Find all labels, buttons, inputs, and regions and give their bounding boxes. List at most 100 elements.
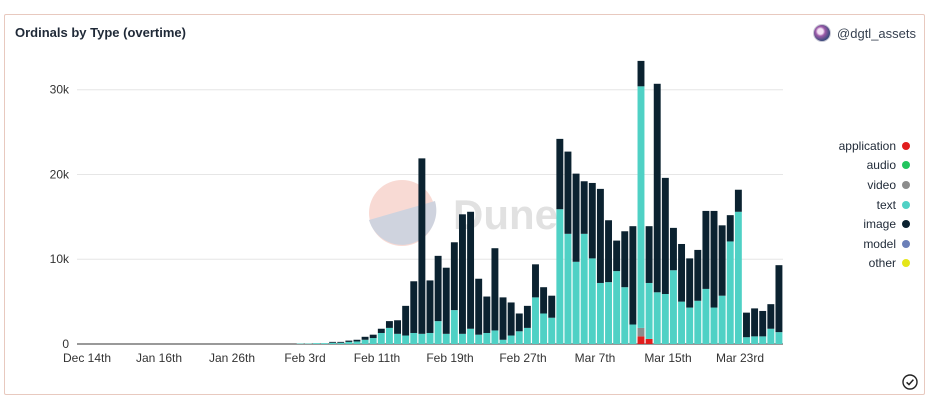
- bar-image: [605, 220, 612, 283]
- bar-image: [613, 240, 621, 272]
- bar-image: [645, 226, 653, 283]
- y-tick-label: 10k: [50, 252, 70, 266]
- bar-image: [759, 310, 767, 337]
- bar-text: [775, 332, 783, 344]
- bar-text: [759, 336, 767, 344]
- bar-text: [410, 332, 418, 344]
- bar-text: [734, 211, 742, 344]
- bar-image: [523, 305, 531, 328]
- bar-image: [726, 215, 734, 242]
- bar-text: [686, 307, 694, 344]
- bar-text: [629, 324, 637, 344]
- y-tick-label: 20k: [50, 167, 70, 181]
- bar-text: [532, 297, 539, 344]
- bar-text: [596, 282, 604, 344]
- bar-text: [645, 282, 653, 339]
- legend-label: image: [863, 217, 896, 232]
- legend-label: text: [876, 197, 896, 212]
- bar-image: [596, 188, 604, 283]
- y-tick-label: 0: [62, 337, 69, 351]
- bar-image: [345, 340, 353, 342]
- bar-text: [678, 301, 686, 344]
- bar-text: [377, 332, 385, 344]
- bar-image: [426, 280, 434, 333]
- bar-text: [669, 270, 677, 344]
- bar-image: [702, 210, 710, 289]
- author-name: @dgtl_assets: [837, 25, 916, 41]
- bar-text: [329, 342, 337, 344]
- bar-text: [353, 341, 361, 344]
- legend-item-video[interactable]: video: [839, 175, 910, 195]
- author-badge[interactable]: @dgtl_assets: [813, 24, 916, 42]
- bar-text: [385, 327, 393, 344]
- bar-text: [418, 333, 426, 344]
- bar-text: [588, 258, 596, 344]
- bar-text: [540, 313, 548, 344]
- bar-text: [426, 332, 434, 344]
- bar-text: [442, 333, 450, 344]
- x-tick-label: Feb 19th: [426, 351, 473, 365]
- x-tick-label: Jan 26th: [209, 351, 255, 365]
- chart-card: Ordinals by Type (overtime) @dgtl_assets…: [4, 14, 925, 395]
- bar-image: [564, 151, 572, 234]
- legend-item-text[interactable]: text: [839, 195, 910, 215]
- bar-text: [434, 321, 442, 344]
- bar-text: [710, 307, 718, 344]
- bar-image: [686, 258, 694, 308]
- check-circle-icon[interactable]: [902, 374, 918, 390]
- bar-image: [337, 341, 345, 343]
- bar-image: [572, 173, 580, 262]
- bar-text: [556, 209, 564, 344]
- bar-image: [775, 265, 783, 333]
- legend-dot: [902, 141, 910, 150]
- legend-item-image[interactable]: image: [839, 214, 910, 234]
- legend-dot: [902, 200, 910, 209]
- bar-text: [637, 86, 645, 328]
- bar-text: [580, 233, 588, 344]
- bar-text: [499, 339, 507, 344]
- legend-dot: [902, 180, 910, 189]
- legend-label: other: [868, 256, 896, 271]
- x-tick-label: Dec 14th: [63, 351, 111, 365]
- bar-text: [483, 332, 491, 344]
- bar-image: [459, 214, 466, 334]
- x-tick-label: Feb 27th: [499, 351, 546, 365]
- bar-text: [694, 300, 702, 344]
- bar-image: [353, 339, 361, 342]
- x-tick-label: Feb 11th: [354, 351, 400, 365]
- legend-item-application[interactable]: application: [839, 136, 910, 156]
- bar-image: [499, 297, 507, 340]
- bar-text: [621, 287, 629, 344]
- bar-image: [678, 243, 686, 302]
- legend-item-audio[interactable]: audio: [839, 156, 910, 176]
- x-tick-label: Mar 15th: [644, 351, 691, 365]
- bar-image: [734, 189, 742, 212]
- legend-label: application: [838, 138, 896, 153]
- legend-label: audio: [866, 158, 896, 173]
- bar-text: [718, 295, 726, 344]
- bar-text: [475, 334, 483, 344]
- bar-text: [702, 288, 710, 344]
- bar-text: [613, 271, 621, 344]
- bar-text: [653, 292, 661, 344]
- bar-text: [369, 338, 377, 344]
- legend-dot: [902, 220, 910, 229]
- bar-text: [523, 327, 531, 344]
- bar-image: [540, 287, 548, 314]
- bar-image: [548, 295, 556, 318]
- legend-item-other[interactable]: other: [839, 254, 910, 274]
- chart-title: Ordinals by Type (overtime): [15, 25, 186, 40]
- legend-dot: [902, 239, 910, 248]
- bar-image: [669, 227, 677, 271]
- bar-image: [361, 336, 369, 340]
- bar-image: [580, 181, 588, 234]
- bar-text: [312, 343, 320, 344]
- bar-image: [475, 278, 483, 335]
- legend-item-model[interactable]: model: [839, 234, 910, 254]
- bar-text: [751, 336, 759, 344]
- bar-text: [726, 241, 734, 344]
- bar-application: [637, 336, 645, 344]
- bar-image: [410, 281, 418, 333]
- bar-image: [751, 308, 759, 337]
